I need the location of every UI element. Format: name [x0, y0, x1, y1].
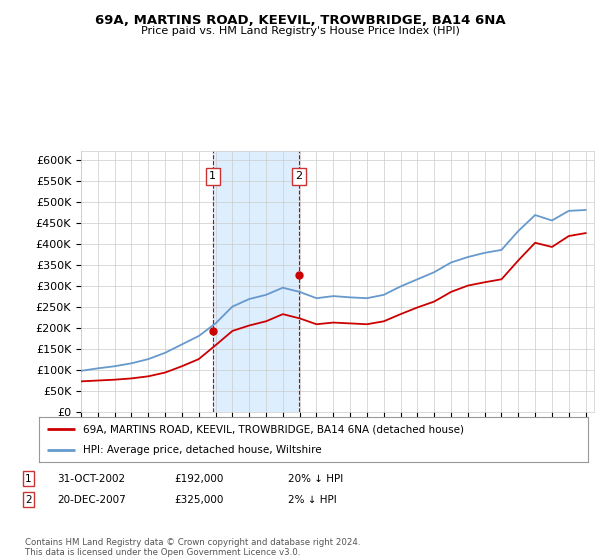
Text: Contains HM Land Registry data © Crown copyright and database right 2024.
This d: Contains HM Land Registry data © Crown c…	[25, 538, 361, 557]
Text: 1: 1	[209, 171, 216, 181]
Text: 2% ↓ HPI: 2% ↓ HPI	[288, 494, 337, 505]
Text: 20% ↓ HPI: 20% ↓ HPI	[288, 474, 343, 484]
Text: £192,000: £192,000	[174, 474, 223, 484]
Text: Price paid vs. HM Land Registry's House Price Index (HPI): Price paid vs. HM Land Registry's House …	[140, 26, 460, 36]
Bar	[212, 151, 299, 412]
Text: 2: 2	[295, 171, 302, 181]
Text: 1: 1	[25, 474, 32, 484]
Text: 20-DEC-2007: 20-DEC-2007	[57, 494, 126, 505]
Text: 2: 2	[25, 494, 32, 505]
Text: 69A, MARTINS ROAD, KEEVIL, TROWBRIDGE, BA14 6NA: 69A, MARTINS ROAD, KEEVIL, TROWBRIDGE, B…	[95, 14, 505, 27]
Text: HPI: Average price, detached house, Wiltshire: HPI: Average price, detached house, Wilt…	[83, 445, 322, 455]
Text: £325,000: £325,000	[174, 494, 223, 505]
Text: 31-OCT-2002: 31-OCT-2002	[57, 474, 125, 484]
Text: 69A, MARTINS ROAD, KEEVIL, TROWBRIDGE, BA14 6NA (detached house): 69A, MARTINS ROAD, KEEVIL, TROWBRIDGE, B…	[83, 424, 464, 435]
